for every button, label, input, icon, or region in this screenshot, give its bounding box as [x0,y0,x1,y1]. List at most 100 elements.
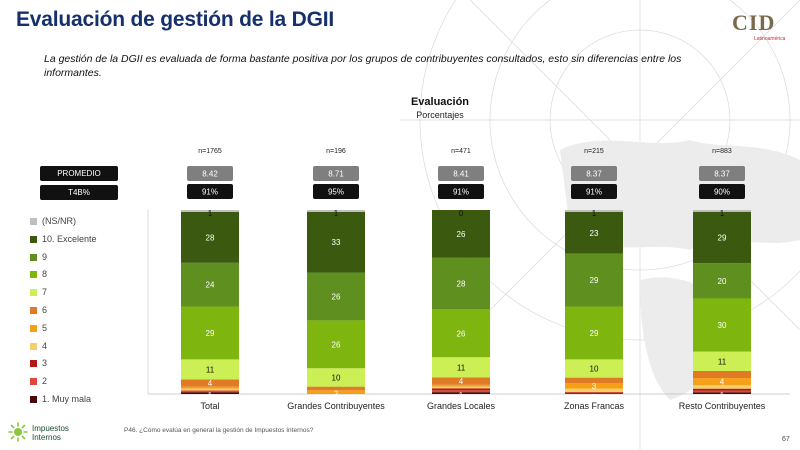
legend-label-6: 6 [42,305,48,315]
bar-segment-zonas-francas-5 [565,383,623,389]
bar-segment-resto-contribuyentes-3 [693,388,751,391]
t4b-value-grandes-contribuyentes: 95% [328,188,344,197]
bar-segment-zonas-francas-6 [565,377,623,384]
n-label-total: n=1765 [198,148,222,155]
bar-segment-zonas-francas-9 [565,253,623,307]
bar-segment-grandes-locales-8 [432,309,490,358]
data-label-grandes-locales-ns-nr: 0 [459,209,464,218]
promedio-box-grandes-contribuyentes [313,166,359,181]
sun-logo-icon [8,422,28,442]
legend-label-3: 3 [42,358,48,369]
data-label-resto-contribuyentes-1-muy-mala: 1 [720,391,725,400]
t4b-box-grandes-contribuyentes [313,184,359,199]
cid-logo-subtext: Latinoamérica [754,36,786,42]
chart-title: Evaluación [410,96,470,108]
legend-swatch-9 [30,253,37,261]
t4b-value-resto-contribuyentes: 90% [714,188,730,197]
impuestos-internos-logo: Impuestos Internos [8,422,118,446]
bar-segment-grandes-contribuyentes-7 [307,368,365,387]
bar-segment-total-2 [181,390,239,393]
data-label-zonas-francas-7: 10 [590,364,599,373]
promedio-box-zonas-francas [571,166,617,181]
bar-segment-resto-contribuyentes-10-excelente [693,211,751,264]
data-label-total-ns-nr: 1 [208,209,213,218]
bar-segment-grandes-locales-4 [432,386,490,389]
data-label-resto-contribuyentes-8: 30 [718,321,727,330]
chart-subtitle: Porcentajes [416,110,464,120]
bar-segment-grandes-locales-3 [432,388,490,391]
promedio-box-total [187,166,233,181]
bar-segment-total-8 [181,306,239,360]
t4b-row-label: T4B% [40,185,118,200]
slide-subtitle: La gestión de la DGII es evaluada de for… [44,53,682,79]
bar-segment-grandes-contribuyentes-9 [307,272,365,321]
bar-segment-resto-contribuyentes-1-muy-mala [693,392,751,394]
bar-segment-total-4 [181,388,239,391]
bar-segment-grandes-locales-1-muy-mala [432,392,490,394]
promedio-value-resto-contribuyentes: 8.37 [714,170,730,179]
data-label-resto-contribuyentes-ns-nr: 1 [720,209,725,218]
legend-label-2: 2 [42,376,48,387]
data-label-grandes-contribuyentes-7: 10 [332,373,341,382]
bar-segment-total-1-muy-mala [181,392,239,394]
slide-title: Evaluación de gestión de la DGII [16,8,335,31]
data-label-grandes-contribuyentes-8: 26 [332,340,341,349]
legend-swatch-6 [30,307,37,314]
data-label-total-1-muy-mala: 1 [208,391,213,400]
legend-label-7: 7 [42,287,48,298]
promedio-row-label: PROMEDIO [40,166,118,181]
data-label-resto-contribuyentes-7: 11 [718,357,727,366]
bar-segment-resto-contribuyentes-9 [693,263,751,299]
bar-segment-resto-contribuyentes-2 [693,390,751,393]
bar-segment-grandes-locales-2 [432,390,490,393]
cid-logo-text: CID [732,10,776,35]
data-label-total-6: 4 [208,379,213,388]
t4b-box-resto-contribuyentes [699,184,745,199]
promedio-value-grandes-contribuyentes: 8.71 [328,170,344,179]
promedio-box-grandes-locales [438,166,484,181]
t4b-value-total: 91% [202,188,218,197]
promedio-value-zonas-francas: 8.37 [586,170,602,179]
footer-logo-line1: Impuestos [32,424,69,433]
bar-segment-zonas-francas-ns-nr [565,210,623,212]
legend-swatch-2 [30,378,37,386]
legend-label-5: 5 [42,322,48,333]
t4b-value-grandes-locales: 91% [453,188,469,197]
legend-label-10-excelente: 10. Excelente [42,233,97,244]
t4b-value-zonas-francas: 91% [586,188,602,197]
data-label-grandes-locales-1-muy-mala: 1 [459,391,464,400]
question-footnote: P46. ¿Cómo evalúa en general la gestión … [124,427,314,434]
bar-segment-grandes-locales-10-excelente [432,210,490,258]
data-label-zonas-francas-10-excelente: 23 [590,229,599,238]
promedio-box-resto-contribuyentes [699,166,745,181]
bar-segment-grandes-contribuyentes-5 [307,390,365,394]
footer-logo-line2: Internos [32,433,61,442]
bar-segment-total-ns-nr [181,210,239,212]
bar-segment-total-5 [181,386,239,389]
bar-segment-grandes-locales-7 [432,357,490,378]
data-label-grandes-locales-9: 28 [457,280,466,289]
bar-segment-total-6 [181,379,239,387]
n-label-resto-contribuyentes: n=883 [712,148,732,155]
bar-segment-zonas-francas-4 [565,388,623,393]
bar-segment-grandes-contribuyentes-10-excelente [307,211,365,273]
data-label-total-10-excelente: 28 [206,233,215,242]
data-label-total-8: 29 [206,329,215,338]
bar-segment-resto-contribuyentes-ns-nr [693,210,751,212]
bar-segment-resto-contribuyentes-5 [693,378,751,386]
category-label-zonas-francas: Zonas Francas [564,401,625,411]
bar-segment-grandes-contribuyentes-6 [307,386,365,391]
bar-segment-grandes-contribuyentes-8 [307,320,365,369]
legend-label-1-muy-mala: 1. Muy mala [42,394,92,404]
legend-label-9: 9 [42,251,48,262]
bar-segment-resto-contribuyentes-4 [693,385,751,389]
category-label-resto-contribuyentes: Resto Contribuyentes [679,401,766,411]
legend-label-8: 8 [42,269,48,280]
legend-swatch-3 [30,360,37,368]
bar-segment-total-9 [181,262,239,307]
bar-segment-resto-contribuyentes-6 [693,371,751,379]
data-label-grandes-locales-7: 11 [457,363,466,372]
bar-segment-grandes-locales-6 [432,377,490,385]
bar-segment-grandes-locales-5 [432,384,490,387]
